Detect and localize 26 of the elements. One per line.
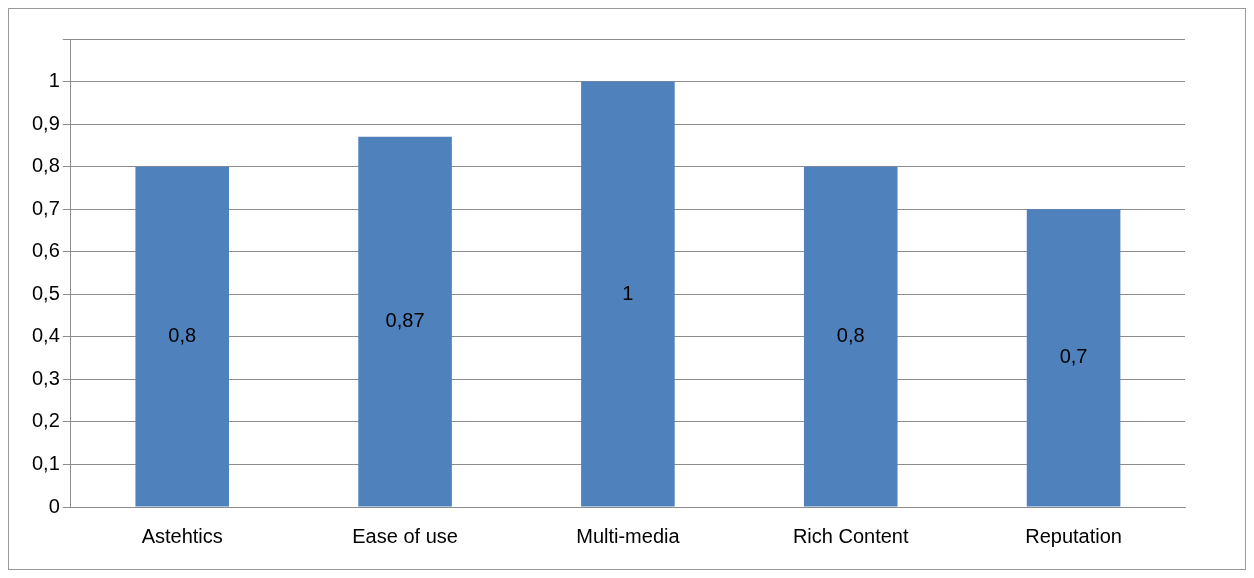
data-label: 0,7 bbox=[1059, 345, 1088, 368]
bar bbox=[358, 136, 452, 507]
bar bbox=[1026, 209, 1121, 507]
data-label: 0,87 bbox=[385, 309, 425, 332]
bar bbox=[135, 166, 230, 507]
data-label: 0,8 bbox=[836, 324, 865, 347]
x-tick-label: Reputation bbox=[1025, 524, 1122, 547]
y-tick-label: 0,2 bbox=[31, 409, 60, 432]
data-label: 0,8 bbox=[168, 324, 197, 347]
y-tick-label: 0,3 bbox=[31, 366, 60, 389]
y-tick-label: 0,8 bbox=[31, 154, 60, 177]
y-tick-label: 0 bbox=[48, 494, 60, 517]
y-tick-label: 0,1 bbox=[31, 451, 60, 474]
x-tick-label: Astehtics bbox=[141, 524, 223, 547]
y-tick-label: 0,4 bbox=[31, 324, 60, 347]
y-tick-label: 0,7 bbox=[31, 196, 60, 219]
bar bbox=[803, 166, 898, 507]
y-tick-label: 0,6 bbox=[31, 239, 60, 262]
x-tick-label: Ease of use bbox=[352, 524, 458, 547]
data-label: 1 bbox=[622, 281, 634, 304]
y-tick-label: 1 bbox=[48, 69, 60, 92]
y-tick-label: 0,9 bbox=[31, 111, 60, 134]
x-tick-label: Rich Content bbox=[792, 524, 909, 547]
x-tick-label: Multi-media bbox=[576, 524, 681, 547]
bar bbox=[581, 81, 675, 507]
y-tick-label: 0,5 bbox=[31, 281, 60, 304]
